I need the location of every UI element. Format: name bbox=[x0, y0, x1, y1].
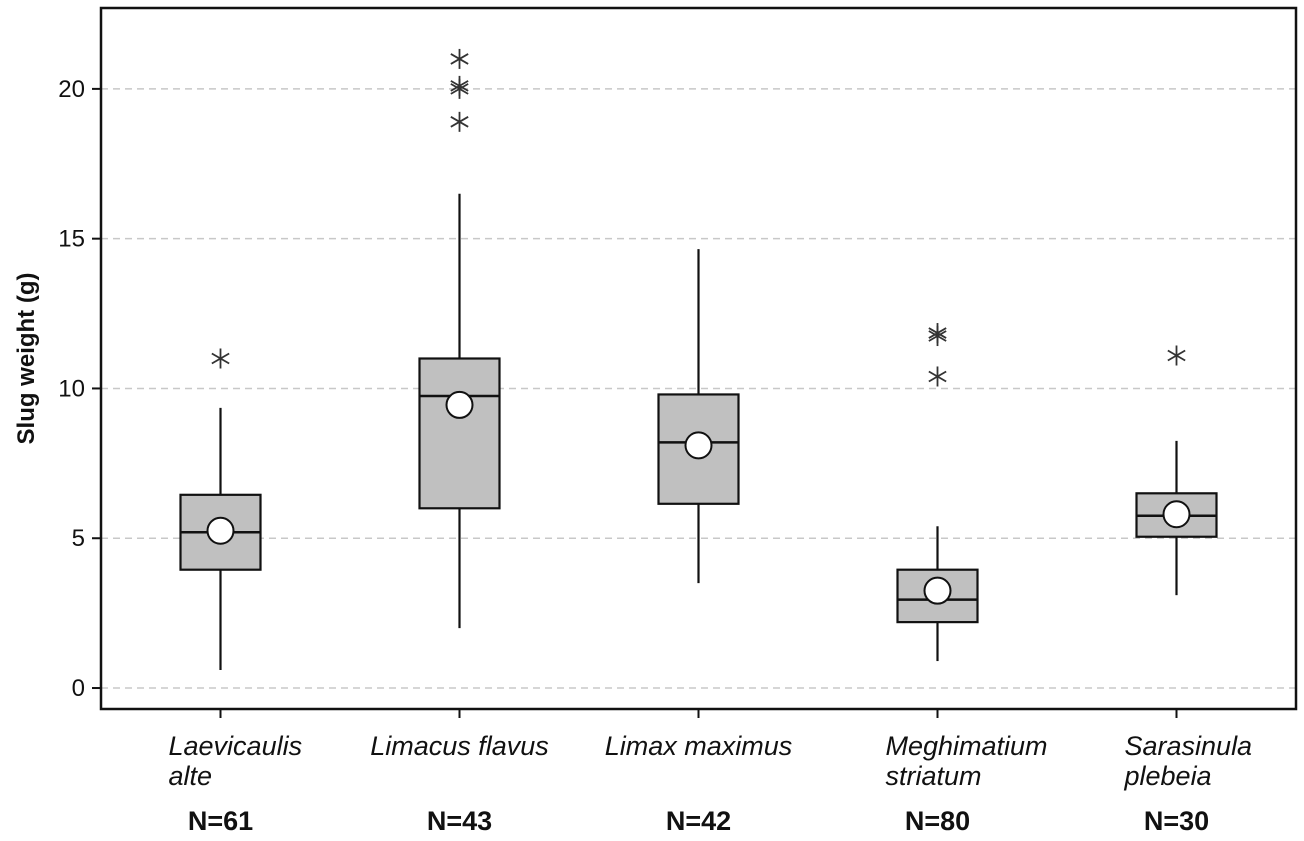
outlier-point bbox=[928, 323, 947, 344]
outlier-point bbox=[450, 48, 469, 69]
box-group bbox=[657, 249, 740, 584]
sample-size-label: N=42 bbox=[666, 806, 731, 836]
box-group bbox=[179, 348, 262, 671]
sample-size-label: N=43 bbox=[427, 806, 492, 836]
mean-marker bbox=[206, 516, 235, 545]
sample-size-label: N=30 bbox=[1144, 806, 1209, 836]
outlier-stroke bbox=[928, 370, 947, 383]
mean-marker bbox=[684, 431, 713, 460]
iqr-box bbox=[418, 357, 501, 510]
box-group bbox=[896, 323, 979, 662]
y-tick-label: 5 bbox=[72, 525, 85, 552]
outlier-stroke bbox=[1167, 349, 1186, 362]
y-tick-label: 0 bbox=[72, 675, 85, 702]
mean-marker bbox=[445, 390, 474, 419]
sample-size-label: N=80 bbox=[905, 806, 970, 836]
outlier-stroke bbox=[928, 327, 947, 339]
outlier-point bbox=[450, 111, 469, 132]
outlier-stroke bbox=[211, 352, 230, 365]
x-tick-label: Limacus flavus bbox=[370, 731, 549, 761]
outlier-stroke bbox=[450, 116, 469, 128]
outlier-point bbox=[450, 75, 469, 96]
outlier-point bbox=[1167, 345, 1186, 366]
outlier-stroke bbox=[450, 53, 469, 65]
box-group bbox=[418, 48, 501, 629]
x-tick-label: Sarasinula bbox=[1125, 731, 1253, 761]
x-tick-label: plebeia bbox=[1124, 761, 1212, 791]
x-tick-label: Meghimatium bbox=[886, 731, 1048, 761]
x-tick-label: striatum bbox=[886, 761, 982, 791]
y-axis-label: Slug weight (g) bbox=[13, 273, 40, 445]
outlier-stroke bbox=[450, 80, 469, 92]
sample-size-label: N=61 bbox=[188, 806, 253, 836]
y-tick-label: 15 bbox=[58, 226, 85, 253]
mean-marker bbox=[1162, 500, 1191, 529]
x-tick-label: Limax maximus bbox=[605, 731, 793, 761]
box-group bbox=[1135, 345, 1218, 596]
boxes bbox=[179, 48, 1218, 671]
x-tick-label: alte bbox=[169, 761, 213, 791]
outlier-point bbox=[211, 348, 230, 369]
mean-marker bbox=[923, 576, 952, 605]
y-tick-label: 10 bbox=[58, 375, 85, 402]
y-tick-label: 20 bbox=[58, 76, 85, 103]
outlier-point bbox=[928, 366, 947, 387]
x-tick-label: Laevicaulis bbox=[169, 731, 303, 761]
